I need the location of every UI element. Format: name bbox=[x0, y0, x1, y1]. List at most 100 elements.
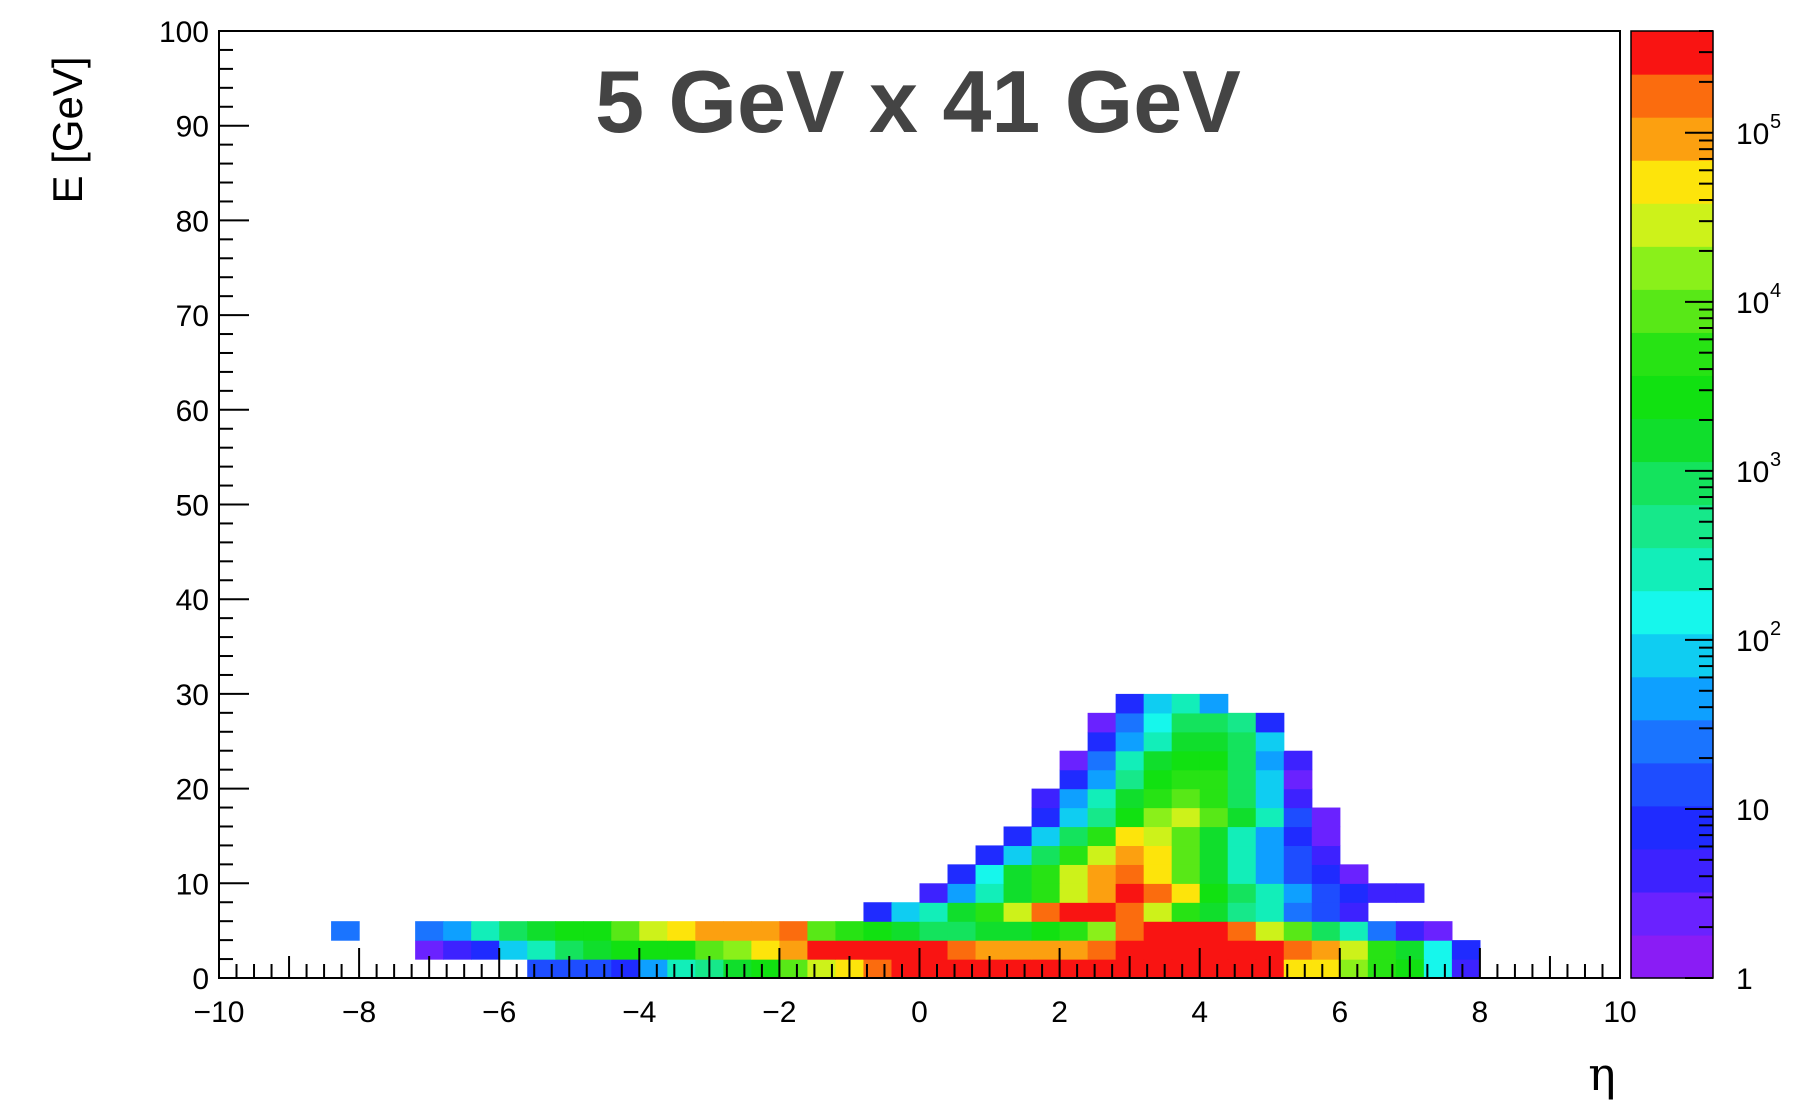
heatmap-cell bbox=[975, 921, 1005, 941]
heatmap-cell bbox=[1143, 921, 1173, 941]
heatmap-cell bbox=[1031, 940, 1061, 960]
heatmap-cell bbox=[667, 921, 696, 941]
heatmap-cell bbox=[947, 921, 977, 941]
heatmap-cell bbox=[1031, 845, 1061, 865]
heatmap-cell bbox=[1311, 902, 1341, 922]
heatmap-cell bbox=[835, 940, 865, 960]
heatmap-cell bbox=[919, 940, 949, 960]
heatmap-cell bbox=[1227, 712, 1257, 733]
y-tick-label: 80 bbox=[176, 205, 209, 238]
heatmap-cell bbox=[443, 921, 472, 941]
heatmap-cell bbox=[1171, 769, 1201, 790]
heatmap-cell bbox=[1087, 940, 1117, 960]
heatmap-cell bbox=[835, 921, 865, 941]
heatmap-cell bbox=[1115, 693, 1145, 714]
y-tick-label: 30 bbox=[176, 679, 209, 712]
y-tick-label: 90 bbox=[176, 111, 209, 144]
heatmap-cell bbox=[555, 921, 584, 941]
heatmap-cell bbox=[1255, 902, 1285, 922]
heatmap-cell bbox=[1031, 959, 1061, 979]
colorbar-band bbox=[1631, 848, 1713, 893]
heatmap-cell bbox=[1059, 959, 1089, 979]
heatmap-cell bbox=[723, 921, 752, 941]
heatmap-cell bbox=[975, 864, 1005, 884]
heatmap-cell bbox=[891, 921, 921, 941]
heatmap-cell bbox=[1227, 940, 1257, 960]
y-tick-label: 10 bbox=[176, 868, 209, 901]
colorbar-band bbox=[1631, 375, 1713, 420]
heatmap-cell bbox=[1199, 959, 1229, 979]
heatmap-cell bbox=[527, 940, 556, 960]
heatmap-cell bbox=[975, 940, 1005, 960]
colorbar-frame bbox=[1630, 30, 1714, 979]
y-tick-label: 40 bbox=[176, 584, 209, 617]
heatmap-cell bbox=[1255, 921, 1285, 941]
heatmap-cell bbox=[1199, 712, 1229, 733]
heatmap-cell bbox=[1199, 921, 1229, 941]
heatmap-cell bbox=[1003, 883, 1033, 903]
heatmap-cell bbox=[1059, 883, 1089, 903]
heatmap-cell bbox=[1227, 883, 1257, 903]
heatmap-cell bbox=[1199, 864, 1229, 884]
heatmap-cell bbox=[891, 902, 921, 922]
heatmap-cell bbox=[1171, 845, 1201, 865]
heatmap-cell bbox=[1087, 921, 1117, 941]
colorbar-band bbox=[1631, 547, 1713, 592]
heatmap-cell bbox=[1423, 921, 1453, 941]
heatmap-cell bbox=[1171, 902, 1201, 922]
x-tick-label: 6 bbox=[1331, 996, 1348, 1029]
heatmap-cell bbox=[695, 921, 724, 941]
heatmap-cell bbox=[1199, 731, 1229, 752]
heatmap-cell bbox=[1283, 750, 1313, 771]
heatmap-cell bbox=[1255, 750, 1285, 771]
colorbar-band bbox=[1631, 289, 1713, 333]
x-tick-label: −10 bbox=[194, 996, 245, 1029]
heatmap-cell bbox=[639, 959, 668, 979]
heatmap-cell bbox=[751, 940, 780, 960]
x-tick-label: 10 bbox=[1603, 996, 1636, 1029]
heatmap-cell bbox=[1115, 826, 1145, 847]
heatmap-cell bbox=[947, 864, 977, 884]
heatmap-cell bbox=[1059, 788, 1089, 809]
heatmap-cell bbox=[1255, 940, 1285, 960]
colorbar-band bbox=[1631, 891, 1713, 936]
heatmap-cell bbox=[1171, 940, 1201, 960]
heatmap-cell bbox=[1255, 883, 1285, 903]
heatmap-cell bbox=[1255, 731, 1285, 752]
x-tick-label: −8 bbox=[342, 996, 376, 1029]
colorbar-band bbox=[1631, 590, 1713, 635]
heatmap-cell bbox=[1311, 807, 1341, 828]
heatmap-cell bbox=[583, 921, 612, 941]
heatmap-cell bbox=[1087, 883, 1117, 903]
heatmap-cell bbox=[1283, 883, 1313, 903]
heatmap-cell bbox=[1143, 807, 1173, 828]
heatmap-cell bbox=[1395, 883, 1425, 903]
heatmap-cell bbox=[1311, 959, 1341, 979]
heatmap-cell bbox=[1143, 788, 1173, 809]
heatmap-cell bbox=[1227, 769, 1257, 790]
heatmap-cell bbox=[1451, 959, 1481, 979]
heatmap-cell bbox=[1143, 826, 1173, 847]
heatmap-cell bbox=[1255, 845, 1285, 865]
colorbar-band bbox=[1631, 719, 1713, 764]
colorbar-band bbox=[1631, 762, 1713, 807]
heatmap-cell bbox=[1339, 940, 1369, 960]
heatmap-cell bbox=[807, 921, 837, 941]
heatmap-cell bbox=[1171, 921, 1201, 941]
heatmap-cell bbox=[1087, 864, 1117, 884]
y-tick-label: 20 bbox=[176, 774, 209, 807]
heatmap-cell bbox=[1283, 769, 1313, 790]
heatmap-cell bbox=[1171, 693, 1201, 714]
heatmap-cell bbox=[1255, 807, 1285, 828]
colorbar-label-exponent: 2 bbox=[1770, 618, 1781, 640]
colorbar-label: 10 bbox=[1736, 456, 1769, 489]
x-tick-label: 0 bbox=[911, 996, 928, 1029]
heatmap-cell bbox=[975, 845, 1005, 865]
heatmap-cell bbox=[947, 883, 977, 903]
heatmap-cell bbox=[1143, 693, 1173, 714]
heatmap-cell bbox=[863, 902, 893, 922]
heatmap-cell bbox=[1143, 769, 1173, 790]
colorbar-label: 1 bbox=[1736, 963, 1753, 996]
colorbar-band bbox=[1631, 934, 1713, 979]
heatmap-cell bbox=[1283, 826, 1313, 847]
